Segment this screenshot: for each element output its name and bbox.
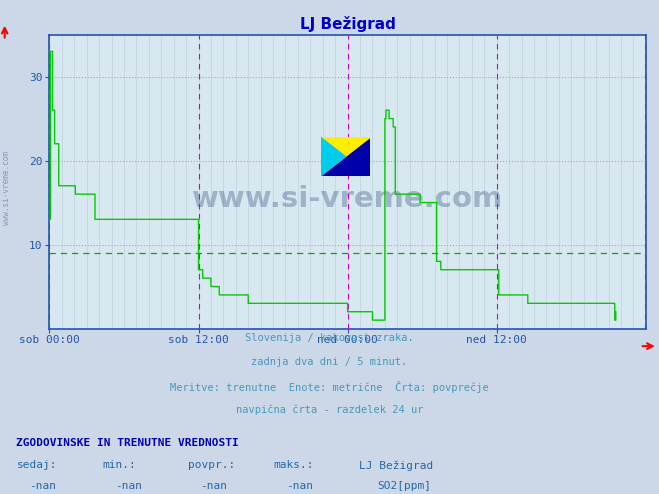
- Text: LJ Bežigrad: LJ Bežigrad: [359, 460, 434, 471]
- Bar: [321, 137, 345, 157]
- Text: -nan: -nan: [200, 481, 227, 491]
- Text: navpična črta - razdelek 24 ur: navpična črta - razdelek 24 ur: [236, 405, 423, 415]
- Text: min.:: min.:: [102, 460, 136, 470]
- Text: SO2[ppm]: SO2[ppm]: [378, 481, 432, 491]
- Bar: [345, 137, 370, 157]
- Text: povpr.:: povpr.:: [188, 460, 235, 470]
- Text: maks.:: maks.:: [273, 460, 314, 470]
- Text: -nan: -nan: [286, 481, 313, 491]
- Text: -nan: -nan: [115, 481, 142, 491]
- Text: sedaj:: sedaj:: [16, 460, 57, 470]
- Polygon shape: [321, 137, 370, 176]
- Text: ZGODOVINSKE IN TRENUTNE VREDNOSTI: ZGODOVINSKE IN TRENUTNE VREDNOSTI: [16, 438, 239, 448]
- Polygon shape: [321, 137, 370, 176]
- Text: -nan: -nan: [29, 481, 56, 491]
- Text: www.si-vreme.com: www.si-vreme.com: [192, 185, 503, 213]
- Text: www.si-vreme.com: www.si-vreme.com: [2, 151, 11, 225]
- Text: Meritve: trenutne  Enote: metrične  Črta: povprečje: Meritve: trenutne Enote: metrične Črta: …: [170, 381, 489, 393]
- Text: zadnja dva dni / 5 minut.: zadnja dva dni / 5 minut.: [251, 357, 408, 367]
- Title: LJ Bežigrad: LJ Bežigrad: [300, 16, 395, 32]
- Polygon shape: [321, 137, 345, 176]
- Polygon shape: [321, 157, 345, 176]
- Text: Slovenija / kakovost zraka.: Slovenija / kakovost zraka.: [245, 333, 414, 343]
- Bar: [345, 157, 370, 176]
